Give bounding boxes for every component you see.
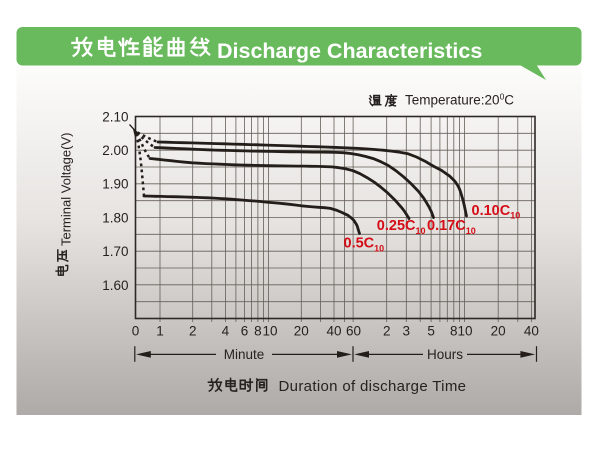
- svg-text:2.10: 2.10: [102, 109, 128, 124]
- svg-text:8: 8: [450, 324, 458, 339]
- svg-text:6: 6: [241, 324, 249, 339]
- svg-text:2.00: 2.00: [102, 143, 128, 158]
- svg-text:1: 1: [156, 324, 164, 339]
- svg-text:2: 2: [189, 324, 197, 339]
- svg-text:10: 10: [457, 324, 472, 339]
- svg-text:1.60: 1.60: [102, 278, 128, 293]
- svg-text:40: 40: [524, 324, 539, 339]
- svg-text:Temperature:200C: Temperature:200C: [405, 92, 514, 108]
- svg-text:Minute: Minute: [224, 347, 265, 362]
- svg-text:0: 0: [132, 324, 140, 339]
- svg-text:1.80: 1.80: [102, 210, 128, 225]
- svg-text:40: 40: [326, 324, 341, 339]
- svg-text:3: 3: [403, 324, 411, 339]
- svg-text:0.25C10: 0.25C10: [377, 218, 426, 236]
- svg-text:0.17C10: 0.17C10: [427, 218, 476, 236]
- svg-text:Terminal Voltage(V): Terminal Voltage(V): [59, 133, 74, 246]
- svg-text:2: 2: [383, 324, 391, 339]
- svg-text:Discharge Characteristics: Discharge Characteristics: [217, 39, 482, 63]
- svg-text:Duration of discharge Time: Duration of discharge Time: [279, 378, 467, 395]
- svg-text:Hours: Hours: [427, 347, 463, 362]
- svg-text:0.10C10: 0.10C10: [472, 203, 521, 221]
- svg-text:0.5C10: 0.5C10: [344, 236, 385, 254]
- svg-text:8: 8: [254, 324, 262, 339]
- svg-text:4: 4: [222, 324, 230, 339]
- svg-text:1.90: 1.90: [102, 177, 128, 192]
- svg-text:1.70: 1.70: [102, 244, 128, 259]
- svg-text:5: 5: [427, 324, 435, 339]
- svg-text:20: 20: [491, 324, 506, 339]
- svg-text:10: 10: [262, 324, 277, 339]
- svg-text:60: 60: [346, 324, 361, 339]
- svg-text:20: 20: [294, 324, 309, 339]
